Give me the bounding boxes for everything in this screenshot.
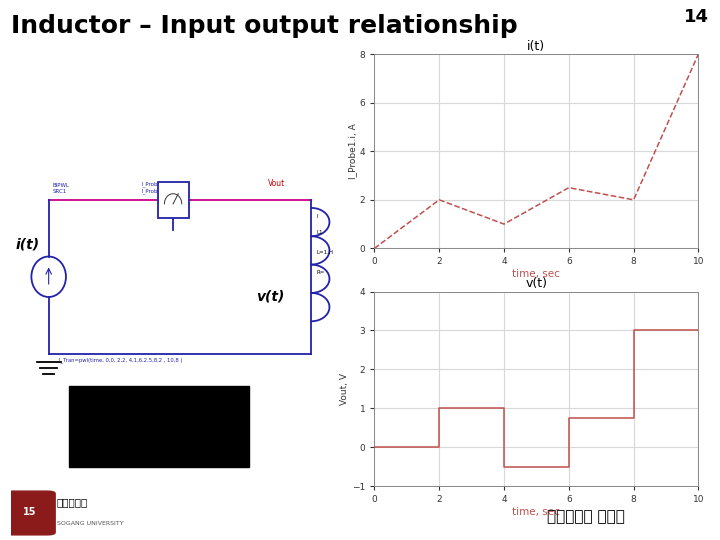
Text: 전자공학과 이행선: 전자공학과 이행선 <box>547 509 625 524</box>
Title: v(t): v(t) <box>526 278 547 291</box>
Text: L=1.H: L=1.H <box>317 250 333 255</box>
Title: i(t): i(t) <box>527 40 546 53</box>
Bar <box>69 386 249 467</box>
Text: I_Tran=pwl(time, 0,0, 2,2, 4,1,6,2.5,8,2 , 10,8 ): I_Tran=pwl(time, 0,0, 2,2, 4,1,6,2.5,8,2… <box>59 357 183 363</box>
FancyBboxPatch shape <box>158 181 189 218</box>
Text: R=: R= <box>317 270 325 275</box>
Text: 14: 14 <box>684 8 709 26</box>
Y-axis label: Vout, V: Vout, V <box>341 373 349 405</box>
Text: BIPWL
SRC1: BIPWL SRC1 <box>52 183 69 194</box>
FancyBboxPatch shape <box>4 491 55 535</box>
Text: 15: 15 <box>23 507 37 517</box>
X-axis label: time, sec: time, sec <box>513 269 560 279</box>
Text: Vout: Vout <box>268 179 285 187</box>
Text: I_Probe
I_Probe1: I_Probe I_Probe1 <box>142 181 166 194</box>
Text: I: I <box>317 213 318 219</box>
Text: v(t): v(t) <box>256 290 284 304</box>
Text: SOGANG UNIVERSITY: SOGANG UNIVERSITY <box>57 521 123 526</box>
X-axis label: time, sec: time, sec <box>513 507 560 517</box>
Text: 서강대학교: 서강대학교 <box>57 497 88 507</box>
Text: Inductor – Input output relationship: Inductor – Input output relationship <box>11 14 518 37</box>
Y-axis label: I_Probe1.i, A: I_Probe1.i, A <box>348 123 357 179</box>
Text: i(t): i(t) <box>16 238 40 251</box>
Text: L1: L1 <box>317 230 323 235</box>
